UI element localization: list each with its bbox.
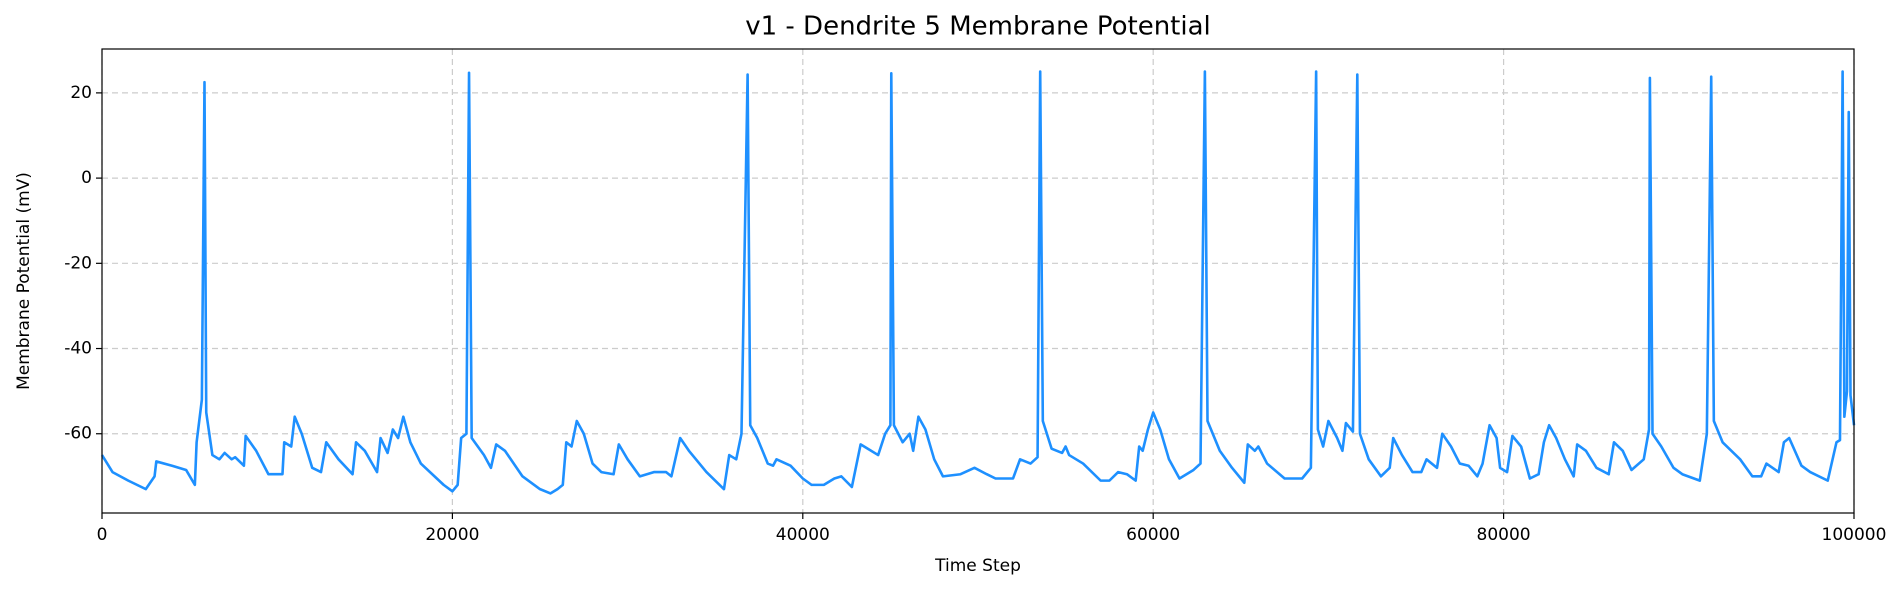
y-axis-label: Membrane Potential (mV) [14,172,34,390]
x-tick-label: 100000 [1822,525,1887,545]
data-line [100,70,1856,495]
x-tick-label: 20000 [425,525,479,545]
y-tick-label: -20 [64,253,92,273]
x-tick-label: 40000 [776,525,830,545]
y-tick-label: -60 [64,424,92,444]
chart-title: v1 - Dendrite 5 Membrane Potential [745,12,1211,42]
x-tick-label: 80000 [1477,525,1531,545]
x-tick-label: 60000 [1126,525,1180,545]
plot-frame [101,48,1855,514]
x-axis-label: Time Step [934,556,1021,576]
y-tick-label: 0 [81,168,92,188]
y-tick-label: 20 [70,83,92,103]
x-tick-label: 0 [97,525,108,545]
y-tick-label: -40 [64,339,92,359]
